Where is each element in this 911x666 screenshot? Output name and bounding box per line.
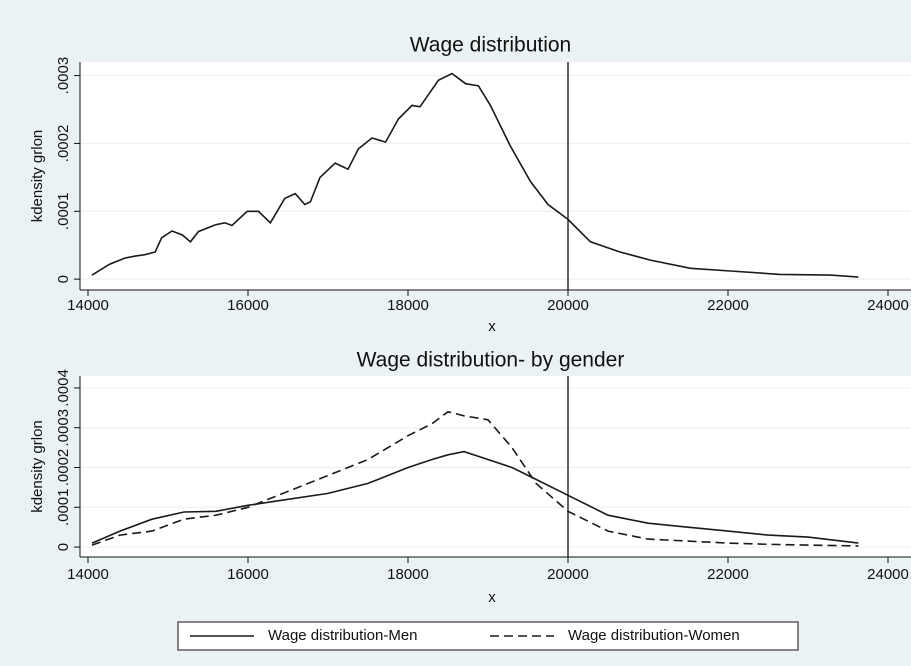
x-tick-label: 18000 (387, 297, 429, 314)
y-axis-title: kdensity grlon (29, 420, 46, 513)
y-tick-label: .0001 (55, 489, 72, 527)
legend (177, 621, 799, 651)
x-tick-label: 22000 (707, 566, 749, 583)
x-tick-label: 24000 (867, 566, 909, 583)
y-axis-title: kdensity grlon (29, 130, 46, 223)
x-tick-label: 16000 (227, 297, 269, 314)
x-tick-label: 20000 (547, 297, 589, 314)
x-tick-label: 24000 (867, 297, 909, 314)
plot-area (80, 376, 911, 557)
x-tick-label: 22000 (707, 297, 749, 314)
legend-label: Wage distribution-Women (568, 627, 740, 644)
y-tick-label: 0 (55, 275, 72, 283)
legend-label: Wage distribution-Men (268, 627, 418, 644)
line-series (91, 72, 859, 278)
x-tick-label: 20000 (547, 566, 589, 583)
x-axis-title: x (488, 589, 496, 606)
y-tick-label: .0003 (55, 57, 72, 95)
y-tick-label: .0002 (55, 125, 72, 163)
y-tick-label: .0004 (55, 369, 72, 407)
x-tick-label: 14000 (67, 297, 109, 314)
plot-area (80, 62, 911, 290)
y-tick-label: 0 (55, 543, 72, 551)
x-tick-label: 16000 (227, 566, 269, 583)
line-series (91, 410, 859, 547)
chart-title: Wage distribution (410, 34, 571, 57)
y-tick-label: .0003 (55, 409, 72, 447)
chart-title: Wage distribution- by gender (357, 349, 625, 372)
line-series (91, 450, 859, 544)
x-tick-label: 14000 (67, 566, 109, 583)
y-tick-label: .0001 (55, 193, 72, 231)
x-tick-label: 18000 (387, 566, 429, 583)
x-axis-title: x (488, 318, 496, 335)
y-tick-label: .0002 (55, 449, 72, 487)
